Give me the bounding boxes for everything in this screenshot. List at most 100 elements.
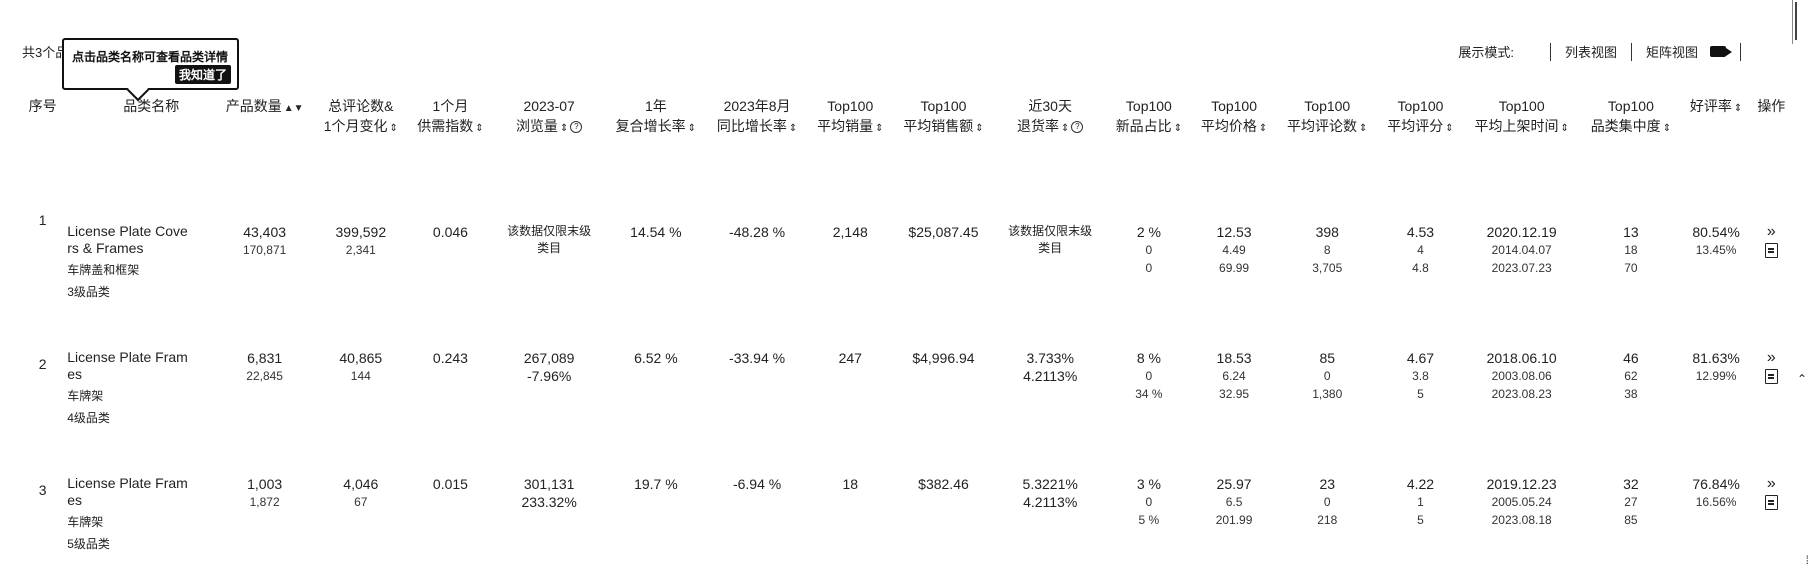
collapse-icon[interactable]: ⌃	[1796, 372, 1807, 386]
category-name-cell[interactable]: License Plate Frames 车牌架 5级品类	[63, 427, 215, 553]
col-top-sales[interactable]: Top100 平均销量 ⇕	[817, 98, 884, 134]
video-camera-icon[interactable]	[1710, 46, 1732, 57]
concentration-cell: 13 18 70	[1623, 224, 1639, 275]
col-yoy[interactable]: 2023年8月 同比增长率 ⇕	[716, 98, 798, 134]
row-index: 1	[38, 212, 47, 228]
sort-icon[interactable]: ⇕	[875, 123, 884, 134]
listing-cell: 2019.12.23 2005.05.24 2023.08.18	[1486, 476, 1557, 527]
growth-cell: 6.52 %	[634, 350, 678, 366]
category-name-zh: 车牌架	[67, 389, 104, 403]
row-index: 2	[38, 356, 47, 372]
document-icon[interactable]	[1764, 243, 1778, 258]
sort-icon[interactable]: ▲▼	[283, 103, 304, 114]
row-index: 3	[38, 482, 47, 498]
rating-cell: 4.67 3.8 5	[1406, 350, 1435, 401]
col-products[interactable]: 产品数量 ▲▼	[225, 98, 304, 114]
category-level: 3级品类	[67, 285, 110, 299]
tooltip-dismiss-button[interactable]: 我知道了	[174, 65, 231, 84]
sort-icon[interactable]: ⇕	[1560, 123, 1569, 134]
category-name-en[interactable]: License Plate Frames	[67, 475, 188, 508]
yoy-cell: -33.94 %	[729, 350, 786, 366]
avg-reviews-cell: 398 8 3,705	[1312, 224, 1343, 275]
returns-cell: 该数据仅限末级类目	[1008, 224, 1093, 255]
category-name-en[interactable]: License Plate Covers & Frames	[67, 223, 188, 256]
yoy-cell: -48.28 %	[729, 224, 786, 240]
sort-icon[interactable]: ⇕	[1060, 123, 1070, 134]
tooltip-text: 点击品类名称可查看品类详情	[72, 50, 229, 64]
scrollbar-track	[1792, 0, 1793, 44]
new-ratio-cell: 3 % 0 5 %	[1136, 476, 1161, 527]
sort-icon[interactable]: ⇕	[788, 123, 798, 134]
sort-icon[interactable]: ⇕	[1359, 123, 1368, 134]
views-cell: 267,089 -7.96%	[523, 350, 575, 384]
sort-icon[interactable]: ⇕	[975, 123, 984, 134]
returns-cell: 3.733% 4.2113%	[1023, 350, 1078, 384]
scrollbar[interactable]	[1795, 2, 1797, 40]
sort-icon[interactable]: ⇕	[1445, 123, 1454, 134]
matrix-view-option[interactable]: 矩阵视图	[1645, 45, 1698, 60]
products-cell: 1,003 1,872	[247, 476, 283, 509]
help-icon[interactable]: ?	[1071, 121, 1084, 134]
col-supply[interactable]: 1个月 供需指数 ⇕	[417, 98, 484, 134]
growth-cell: 14.54 %	[630, 224, 682, 240]
col-concentration[interactable]: Top100 品类集中度 ⇕	[1590, 98, 1672, 134]
col-top-revenue[interactable]: Top100 平均销售额 ⇕	[903, 98, 984, 134]
category-name-cell[interactable]: License Plate Covers & Frames 车牌盖和框架 3级品…	[63, 139, 215, 301]
category-level: 5级品类	[67, 537, 110, 551]
views-cell: 该数据仅限末级类目	[507, 224, 592, 255]
sort-icon[interactable]: ⇕	[389, 123, 398, 134]
double-chevron-right-icon[interactable]: »	[1766, 475, 1776, 492]
col-price[interactable]: Top100 平均价格 ⇕	[1200, 98, 1268, 134]
col-rating[interactable]: Top100 平均评分 ⇕	[1387, 98, 1454, 134]
category-name-en[interactable]: License Plate Frames	[67, 349, 188, 382]
supply-cell: 0.015	[432, 476, 468, 492]
sort-icon[interactable]: ⇕	[559, 123, 569, 134]
rating-cell: 4.53 4 4.8	[1406, 224, 1435, 275]
resize-handle[interactable]: ⁞	[1805, 553, 1809, 567]
products-cell: 6,831 22,845	[246, 350, 283, 383]
top-sales-cell: 2,148	[832, 224, 868, 240]
rating-cell: 4.22 1 5	[1406, 476, 1435, 527]
category-table: 序号 品类名称 产品数量 ▲▼ 总评论数& 1个月变化 ⇕ 1个月 供需指数 ⇕ 2023…	[22, 96, 1792, 553]
reviews-cell: 399,592 2,341	[335, 224, 387, 257]
price-cell: 25.97 6.5 201.99	[1215, 476, 1253, 527]
top-revenue-cell: $4,996.94	[912, 350, 975, 366]
col-good-rate[interactable]: 好评率 ⇕	[1689, 98, 1743, 114]
avg-reviews-cell: 85 0 1,380	[1312, 350, 1343, 401]
document-icon[interactable]	[1764, 495, 1778, 510]
col-reviews[interactable]: 总评论数& 1个月变化 ⇕	[323, 98, 398, 134]
reviews-cell: 4,046 67	[343, 476, 379, 509]
category-level: 4级品类	[67, 411, 110, 425]
concentration-cell: 46 62 38	[1623, 350, 1639, 401]
reviews-cell: 40,865 144	[339, 350, 383, 383]
help-icon[interactable]: ?	[570, 121, 583, 134]
col-growth[interactable]: 1年 复合增长率 ⇕	[615, 98, 697, 134]
col-returns[interactable]: 近30天 退货率 ⇕?	[994, 96, 1106, 139]
sort-icon[interactable]: ⇕	[1662, 123, 1672, 134]
sort-icon[interactable]: ⇕	[475, 123, 484, 134]
returns-cell: 5.3221% 4.2113%	[1022, 476, 1078, 510]
ops-cell: »	[1751, 301, 1792, 427]
col-listing[interactable]: Top100 平均上架时间 ⇕	[1474, 98, 1569, 134]
col-new-ratio[interactable]: Top100 新品占比 ⇕	[1115, 98, 1183, 134]
list-view-option[interactable]: 列表视图	[1564, 45, 1617, 60]
top-revenue-cell: $382.46	[918, 476, 969, 492]
sort-icon[interactable]: ⇕	[1173, 123, 1183, 134]
top-sales-cell: 247	[838, 350, 862, 366]
double-chevron-right-icon[interactable]: »	[1766, 349, 1776, 366]
col-views[interactable]: 2023-07 浏览量 ⇕?	[493, 96, 605, 139]
sort-icon[interactable]: ⇕	[1258, 123, 1268, 134]
new-ratio-cell: 2 % 0 0	[1136, 224, 1161, 275]
category-name-zh: 车牌盖和框架	[67, 263, 140, 277]
view-mode-label: 展示模式:	[1458, 45, 1514, 60]
category-name-cell[interactable]: License Plate Frames 车牌架 4级品类	[63, 301, 215, 427]
sort-icon[interactable]: ⇕	[687, 123, 697, 134]
listing-cell: 2018.06.10 2003.08.06 2023.08.23	[1486, 350, 1557, 401]
tooltip-popup: 点击品类名称可查看品类详情 我知道了	[62, 38, 239, 102]
document-icon[interactable]	[1764, 369, 1778, 384]
sort-icon[interactable]: ⇕	[1733, 103, 1743, 114]
price-cell: 18.53 6.24 32.95	[1216, 350, 1252, 401]
col-avg-reviews[interactable]: Top100 平均评论数 ⇕	[1287, 98, 1368, 134]
double-chevron-right-icon[interactable]: »	[1766, 223, 1776, 240]
ops-cell: »	[1751, 427, 1792, 553]
